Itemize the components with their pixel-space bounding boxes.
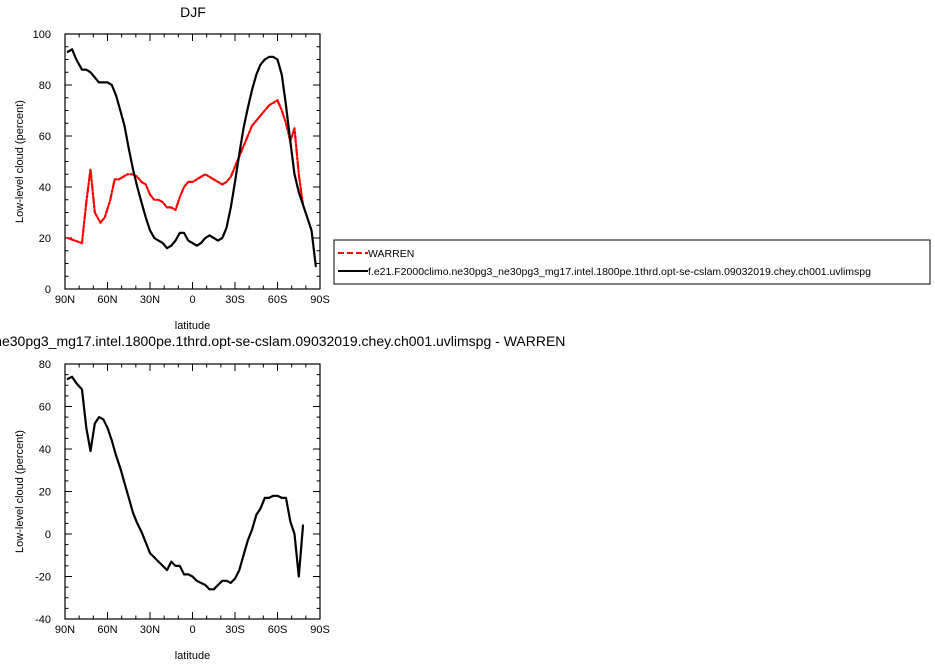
bottom-y-tick-label: 80 xyxy=(39,359,51,371)
top-series-group xyxy=(66,48,317,268)
bottom-line-chart: f.e21.F2000climo.ne30pg3_ne30pg3_mg17.in… xyxy=(0,333,565,662)
bottom-x-axis-label: latitude xyxy=(175,650,210,662)
bottom-y-axis-label: Low-level cloud (percent) xyxy=(14,430,26,553)
bottom-y-tick-label: -20 xyxy=(35,572,51,584)
bottom-y-tick-label: 20 xyxy=(39,487,51,499)
legend-box xyxy=(333,239,931,285)
bottom-x-tick-label: 30N xyxy=(140,624,160,636)
bottom-x-tick-label: 90N xyxy=(55,624,75,636)
top-x-tick-label: 30S xyxy=(225,294,245,306)
bottom-y-tick-label: 40 xyxy=(39,444,51,456)
top-y-tick-label: 40 xyxy=(39,182,51,194)
bottom-y-tick-label: -40 xyxy=(35,614,51,626)
top-y-tick-label: 20 xyxy=(39,233,51,245)
bottom-x-tick-label: 60N xyxy=(97,624,117,636)
bottom-x-tick-label: 60S xyxy=(268,624,288,636)
top-x-tick-label: 30N xyxy=(140,294,160,306)
bottom-series-line-0 xyxy=(66,375,305,591)
bottom-x-tick-label: 90S xyxy=(310,624,330,636)
top-line-chart: DJF 90N 60N 30N 0 30S 60S 90S 0 20 40 60 80 100 lati… xyxy=(14,4,330,332)
bottom-x-tick-label: 0 xyxy=(189,624,195,636)
top-x-tick-label: 90N xyxy=(55,294,75,306)
top-plot-frame xyxy=(64,33,321,290)
legend: WARREN f.e21.F2000climo.ne30pg3_ne30pg3_… xyxy=(333,239,931,285)
top-x-tick-label: 60S xyxy=(268,294,288,306)
bottom-x-tick-label: 30S xyxy=(225,624,245,636)
bottom-series-group xyxy=(66,375,305,591)
top-x-tick-label: 90S xyxy=(310,294,330,306)
bottom-y-tick-label: 0 xyxy=(45,529,51,541)
top-x-tick-label: 60N xyxy=(97,294,117,306)
top-y-tick-label: 100 xyxy=(33,29,51,41)
top-chart-title: DJF xyxy=(180,4,206,20)
top-series-line-0 xyxy=(66,99,305,245)
top-y-tick-label: 0 xyxy=(45,284,51,296)
top-ticks: 90N 60N 30N 0 30S 60S 90S 0 20 40 60 80 100 xyxy=(33,29,330,306)
top-y-tick-label: 60 xyxy=(39,131,51,143)
bottom-y-tick-label: 60 xyxy=(39,402,51,414)
top-y-axis-label: Low-level cloud (percent) xyxy=(14,100,26,223)
bottom-chart-title: f.e21.F2000climo.ne30pg3_ne30pg3_mg17.in… xyxy=(0,333,565,349)
top-x-axis-label: latitude xyxy=(175,320,210,332)
bottom-plot-frame xyxy=(64,363,321,620)
top-y-tick-label: 80 xyxy=(39,80,51,92)
top-series-line-1 xyxy=(66,48,317,268)
top-x-tick-label: 0 xyxy=(189,294,195,306)
legend-label-warren: WARREN xyxy=(368,248,414,260)
legend-label-model: f.e21.F2000climo.ne30pg3_ne30pg3_mg17.in… xyxy=(368,266,871,278)
